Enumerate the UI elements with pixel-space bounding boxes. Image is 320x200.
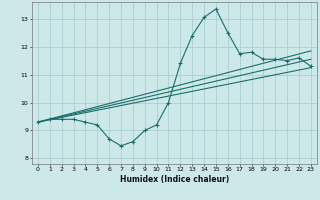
X-axis label: Humidex (Indice chaleur): Humidex (Indice chaleur) — [120, 175, 229, 184]
